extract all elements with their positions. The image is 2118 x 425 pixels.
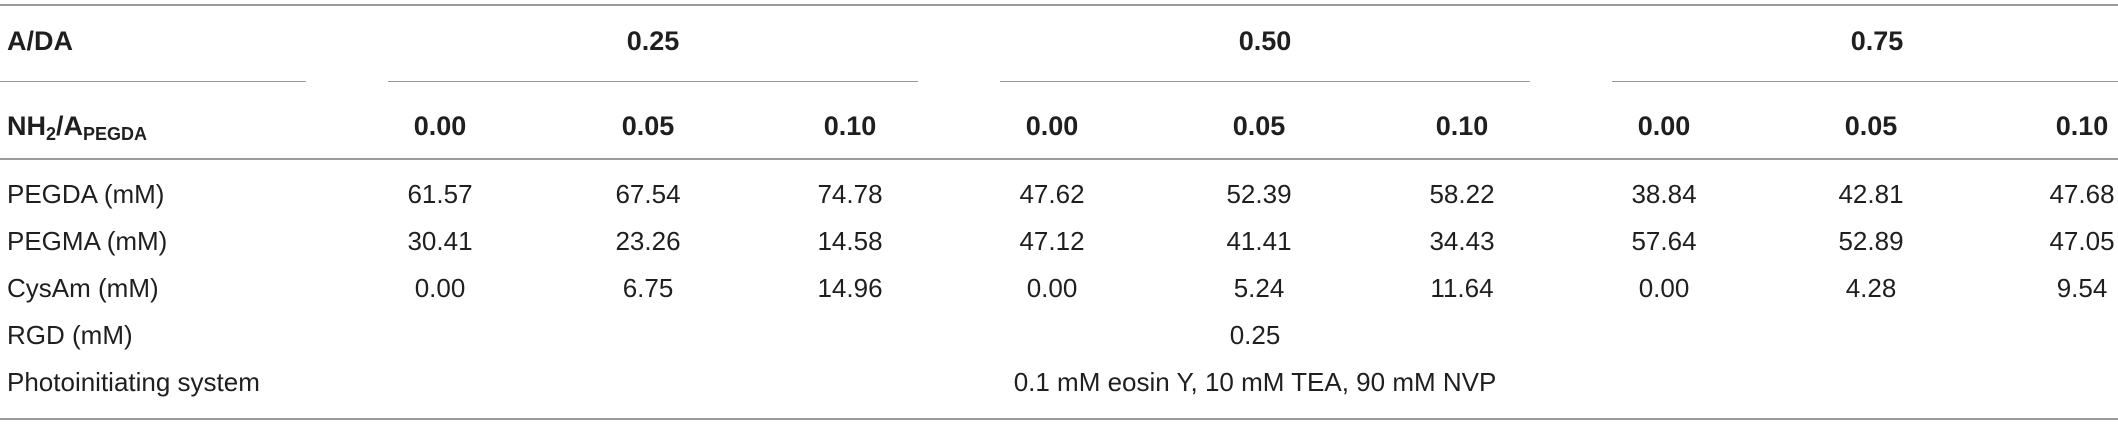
table-cell: 23.26 <box>615 226 681 256</box>
header-slash-a: /A <box>56 111 84 141</box>
group-underline-a-da <box>0 81 306 82</box>
header-a-da: A/DA <box>7 26 73 56</box>
table-cell: 47.05 <box>2049 226 2115 256</box>
table-cell: 42.81 <box>1838 179 1904 209</box>
row-label-rgd: RGD (mM) <box>7 320 133 350</box>
table-cell: 0.00 <box>414 273 466 303</box>
group-header-1: 0.25 <box>626 26 680 56</box>
header-nh2-a-pegda: NH2/APEGDA <box>7 111 147 149</box>
table-cell: 47.62 <box>1019 179 1085 209</box>
table-cell: 52.89 <box>1838 226 1904 256</box>
table-cell: 30.41 <box>407 226 473 256</box>
row-label-pegda: PEGDA (mM) <box>7 179 165 209</box>
subheader-cell: 0.10 <box>823 111 877 141</box>
table-cell: 74.78 <box>817 179 883 209</box>
group-header-3: 0.75 <box>1850 26 1904 56</box>
top-rule <box>0 4 2118 6</box>
bottom-rule <box>0 418 2118 420</box>
row-label-cysam: CysAm (mM) <box>7 273 159 303</box>
group-header-2: 0.50 <box>1238 26 1292 56</box>
row-label-photoinitiating-system: Photoinitiating system <box>7 367 260 397</box>
subheader-cell: 0.10 <box>2055 111 2109 141</box>
table-cell: 0.00 <box>1638 273 1690 303</box>
subheader-cell: 0.00 <box>1637 111 1691 141</box>
subheader-cell: 0.05 <box>1844 111 1898 141</box>
group-underline-0.75 <box>1612 81 2118 82</box>
table-cell: 67.54 <box>615 179 681 209</box>
header-sub-2: 2 <box>46 124 57 144</box>
header-nh: NH <box>7 111 46 141</box>
header-rule <box>0 158 2118 160</box>
subheader-cell: 0.00 <box>1025 111 1079 141</box>
subheader-cell: 0.10 <box>1435 111 1489 141</box>
table-cell: 57.64 <box>1631 226 1697 256</box>
table-cell: 6.75 <box>622 273 674 303</box>
table-cell: 11.64 <box>1430 273 1494 303</box>
group-underline-0.50 <box>1000 81 1530 82</box>
subheader-cell: 0.00 <box>413 111 467 141</box>
table-cell: 47.12 <box>1019 226 1085 256</box>
table-cell: 5.24 <box>1233 273 1285 303</box>
table-cell: 38.84 <box>1631 179 1697 209</box>
table-cell: 52.39 <box>1226 179 1292 209</box>
rgd-value: 0.25 <box>1229 320 1281 350</box>
table-cell: 58.22 <box>1429 179 1495 209</box>
subheader-cell: 0.05 <box>1232 111 1286 141</box>
table-cell: 47.68 <box>2049 179 2115 209</box>
table-cell: 34.43 <box>1429 226 1495 256</box>
row-label-pegma: PEGMA (mM) <box>7 226 168 256</box>
photoinitiating-system-value: 0.1 mM eosin Y, 10 mM TEA, 90 mM NVP <box>1013 367 1497 397</box>
table-cell: 41.41 <box>1226 226 1292 256</box>
subheader-cell: 0.05 <box>621 111 675 141</box>
table-cell: 14.58 <box>817 226 883 256</box>
table-cell: 0.00 <box>1026 273 1078 303</box>
table-cell: 61.57 <box>407 179 473 209</box>
table-cell: 14.96 <box>817 273 883 303</box>
header-sub-pegda: PEGDA <box>83 124 148 144</box>
table-cell: 9.54 <box>2056 273 2108 303</box>
table-cell: 4.28 <box>1845 273 1897 303</box>
group-underline-0.25 <box>388 81 918 82</box>
